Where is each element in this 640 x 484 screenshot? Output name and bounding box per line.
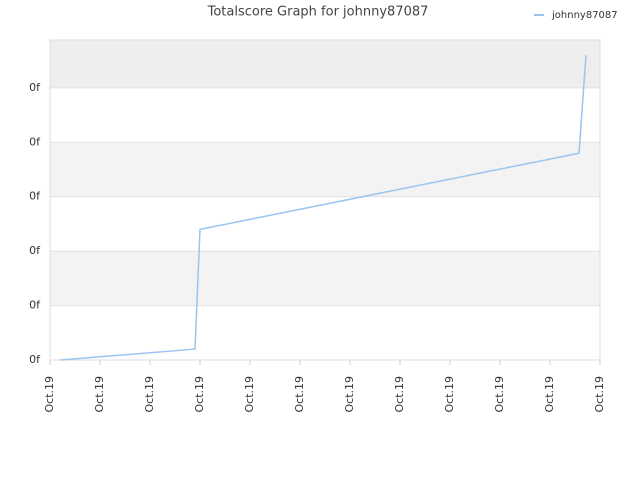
x-tick-label: Oct.19: [143, 376, 156, 413]
x-tick-label: Oct.19: [243, 376, 256, 413]
x-tick-label: Oct.19: [43, 376, 56, 413]
grid-band: [50, 142, 600, 197]
x-tick-label: Oct.19: [93, 376, 106, 413]
legend-label: johnny87087: [551, 10, 618, 21]
y-tick-label: 0f: [29, 244, 41, 257]
plot-border: [49, 39, 601, 361]
grid-band: [50, 40, 600, 88]
x-tick-label: Oct.19: [193, 376, 206, 413]
grid-band: [50, 251, 600, 306]
y-tick-label: 0f: [29, 190, 41, 203]
chart-title: Totalscore Graph for johnny87087: [207, 5, 429, 20]
y-tick-label: 0f: [29, 135, 41, 148]
series-line: [59, 55, 587, 361]
y-tick-label: 0f: [29, 81, 41, 94]
x-tick-label: Oct.19: [343, 376, 356, 413]
x-tick-label: Oct.19: [593, 376, 606, 413]
x-tick-label: Oct.19: [493, 376, 506, 413]
x-tick-label: Oct.19: [443, 376, 456, 413]
x-tick-label: Oct.19: [293, 376, 306, 413]
x-tick-label: Oct.19: [543, 376, 556, 413]
x-tick-label: Oct.19: [393, 376, 406, 413]
y-tick-label: 0f: [29, 353, 41, 366]
y-tick-label: 0f: [29, 299, 41, 312]
plot-area: [49, 39, 601, 361]
